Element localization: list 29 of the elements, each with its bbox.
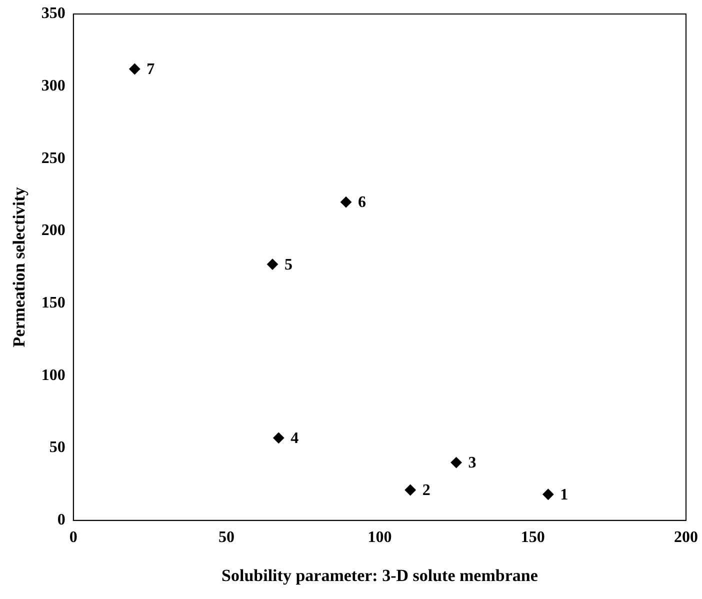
y-axis-title: Permeation selectivity bbox=[10, 186, 29, 348]
point bbox=[542, 488, 554, 500]
annotation: 6 bbox=[358, 194, 366, 212]
y-tick-label: 200 bbox=[41, 222, 66, 240]
point bbox=[340, 196, 352, 208]
x-axis-title: Solubility parameter: 3-D solute membrane bbox=[222, 566, 538, 586]
y-tick-label: 150 bbox=[41, 294, 66, 312]
x-tick-label: 0 bbox=[69, 529, 78, 546]
point bbox=[450, 457, 462, 468]
annotation: 1 bbox=[560, 486, 568, 504]
point bbox=[129, 63, 140, 74]
x-tick-label: 50 bbox=[218, 529, 235, 546]
point bbox=[266, 258, 278, 270]
y-tick-label: 50 bbox=[49, 439, 66, 456]
annotation: 7 bbox=[146, 61, 155, 78]
y-tick-label: 350 bbox=[41, 5, 66, 22]
y-tick-label: 100 bbox=[41, 366, 66, 384]
x-tick-label: 200 bbox=[674, 529, 698, 546]
y-tick-label: 0 bbox=[57, 512, 66, 529]
point bbox=[273, 432, 284, 444]
x-tick-label: 100 bbox=[368, 529, 392, 546]
annotation: 3 bbox=[468, 454, 476, 472]
annotation: 4 bbox=[290, 430, 299, 448]
annotation: 2 bbox=[422, 482, 430, 500]
point bbox=[404, 484, 416, 496]
y-tick-label: 300 bbox=[41, 77, 66, 94]
y-tick-label: 250 bbox=[41, 150, 66, 167]
annotation: 5 bbox=[284, 256, 292, 274]
x-tick-label: 150 bbox=[520, 529, 545, 546]
